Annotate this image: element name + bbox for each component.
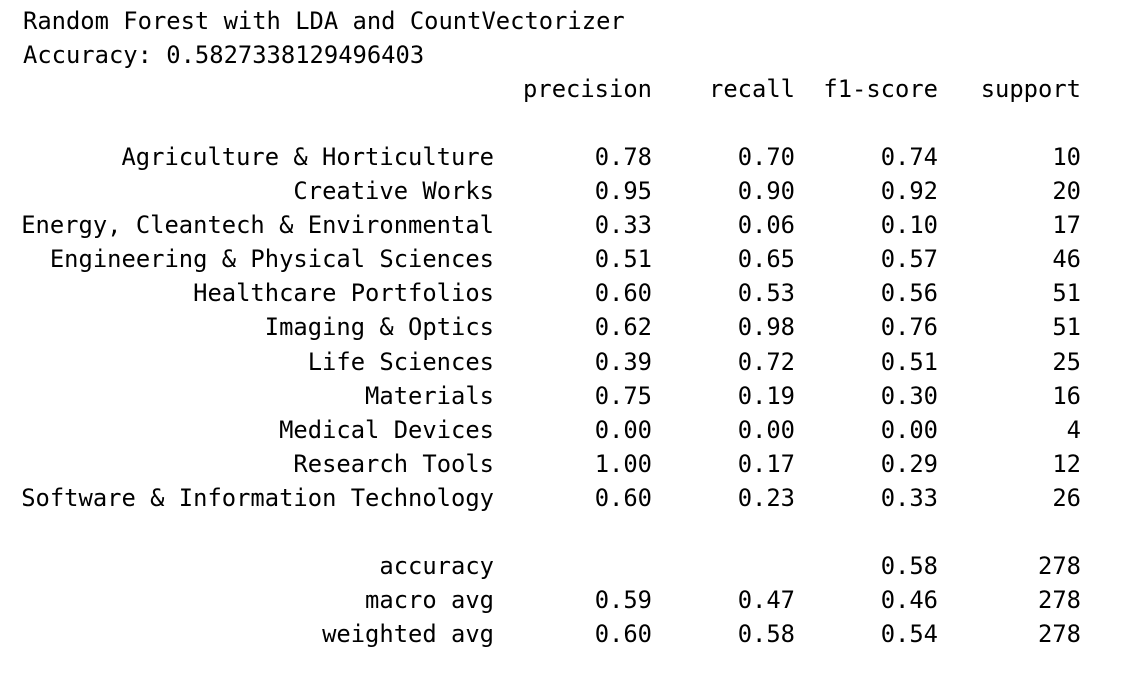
f1-value: 0.10 [880,211,938,239]
support-value: 51 [1052,279,1081,307]
class-label: Creative Works [293,177,494,205]
class-label: Healthcare Portfolios [193,279,494,307]
class-label: Agriculture & Horticulture [121,143,494,171]
recall-value: 0.72 [737,348,795,376]
accuracy-support-value: 278 [1038,552,1081,580]
macro-avg-precision: 0.59 [594,586,652,614]
support-value: 51 [1052,313,1081,341]
accuracy-f1-value: 0.58 [880,552,938,580]
header-support: support [980,75,1081,103]
f1-value: 0.57 [880,245,938,273]
f1-value: 0.51 [880,348,938,376]
support-value: 46 [1052,245,1081,273]
f1-value: 0.56 [880,279,938,307]
support-value: 10 [1052,143,1081,171]
accuracy-label: accuracy [379,552,494,580]
class-label: Medical Devices [279,416,494,444]
class-label: Materials [365,382,494,410]
recall-value: 0.00 [737,416,795,444]
weighted-avg-recall: 0.58 [737,620,795,648]
recall-value: 0.98 [737,313,795,341]
macro-avg-recall: 0.47 [737,586,795,614]
recall-value: 0.17 [737,450,795,478]
recall-value: 0.65 [737,245,795,273]
support-value: 26 [1052,484,1081,512]
macro-avg-label: macro avg [365,586,494,614]
recall-value: 0.53 [737,279,795,307]
support-value: 20 [1052,177,1081,205]
support-value: 4 [1066,416,1081,444]
class-label: Software & Information Technology [21,484,494,512]
header-recall: recall [709,75,795,103]
precision-value: 0.33 [594,211,652,239]
support-value: 16 [1052,382,1081,410]
weighted-avg-label: weighted avg [322,620,494,648]
weighted-avg-f1: 0.54 [880,620,938,648]
recall-value: 0.70 [737,143,795,171]
precision-value: 0.00 [594,416,652,444]
support-value: 12 [1052,450,1081,478]
macro-avg-support: 278 [1038,586,1081,614]
precision-value: 0.95 [594,177,652,205]
class-label: Life Sciences [307,348,494,376]
precision-value: 0.60 [594,484,652,512]
precision-value: 0.39 [594,348,652,376]
header-precision: precision [523,75,652,103]
f1-value: 0.74 [880,143,938,171]
class-label: Energy, Cleantech & Environmental [21,211,494,239]
weighted-avg-precision: 0.60 [594,620,652,648]
precision-value: 0.75 [594,382,652,410]
f1-value: 0.29 [880,450,938,478]
class-label: Research Tools [293,450,494,478]
f1-value: 0.33 [880,484,938,512]
recall-value: 0.23 [737,484,795,512]
f1-value: 0.76 [880,313,938,341]
report-title: Random Forest with LDA and CountVectoriz… [23,7,625,35]
header-f1-score: f1-score [823,75,938,103]
recall-value: 0.06 [737,211,795,239]
precision-value: 0.60 [594,279,652,307]
f1-value: 0.30 [880,382,938,410]
precision-value: 0.62 [594,313,652,341]
precision-value: 1.00 [594,450,652,478]
f1-value: 0.92 [880,177,938,205]
overall-accuracy-line: Accuracy: 0.5827338129496403 [23,41,425,69]
class-label: Engineering & Physical Sciences [49,245,494,273]
recall-value: 0.90 [737,177,795,205]
support-value: 25 [1052,348,1081,376]
precision-value: 0.78 [594,143,652,171]
recall-value: 0.19 [737,382,795,410]
class-label: Imaging & Optics [264,313,494,341]
weighted-avg-support: 278 [1038,620,1081,648]
precision-value: 0.51 [594,245,652,273]
support-value: 17 [1052,211,1081,239]
macro-avg-f1: 0.46 [880,586,938,614]
f1-value: 0.00 [880,416,938,444]
